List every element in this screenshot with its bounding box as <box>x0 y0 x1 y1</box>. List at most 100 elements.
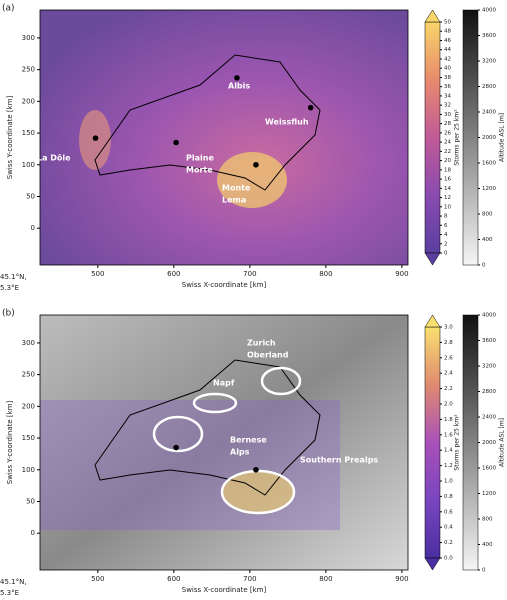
x-tick-label: 900 <box>395 575 408 583</box>
x-tick-label: 500 <box>91 270 104 278</box>
annotation: Southern Prealps <box>300 456 378 465</box>
colorbar-tick-label: 2.6 <box>444 355 453 361</box>
corner-label: 45.1°N, <box>0 578 27 586</box>
colorbar-tick-label: 0 <box>444 251 448 257</box>
altitude-tick-label: 0 <box>482 568 486 574</box>
altitude-tick-label: 1200 <box>482 491 496 497</box>
altitude-tick-label: 3200 <box>482 59 496 65</box>
colorbar-tick-label: 10 <box>444 204 451 210</box>
altitude-colorbar <box>462 9 479 266</box>
colorbar-tick-label: 2 <box>444 241 448 247</box>
y-axis-label: Swiss Y-coordinate [km] <box>6 95 14 179</box>
colorbar-tick-label: 20 <box>444 158 451 164</box>
colorbar-tick-label: 32 <box>444 103 451 109</box>
station-point <box>173 139 179 146</box>
annotation: Weissfluh <box>265 118 309 127</box>
annotation: Oberland <box>247 351 289 360</box>
y-tick-label: 250 <box>22 371 35 379</box>
colorbar-tick-label: 2.2 <box>444 386 453 392</box>
altitude-tick-label: 3600 <box>482 33 496 39</box>
plot-frame <box>39 9 409 266</box>
colorbar-extend <box>424 252 441 266</box>
panel-a-map <box>40 10 408 265</box>
colorbar-tick-label: 40 <box>444 66 451 72</box>
altitude-tick-label: 1600 <box>482 466 496 472</box>
colorbar-label: Storms per 25 km² <box>454 109 461 166</box>
annotation: Albis <box>228 82 250 91</box>
altitude-label: Altitude ASL [m] <box>499 418 506 467</box>
station-point <box>307 104 314 111</box>
y-tick-label: 50 <box>26 497 35 505</box>
y-tick-label: 200 <box>22 97 35 105</box>
altitude-tick-label: 1200 <box>482 186 496 192</box>
colorbar-tick-label: 46 <box>444 38 451 44</box>
altitude-tick-label: 4000 <box>482 8 496 14</box>
y-tick-label: 150 <box>22 434 35 442</box>
colorbar-tick-label: 22 <box>444 149 451 155</box>
annotation: Plaine <box>186 154 214 163</box>
colorbar-tick-label: 50 <box>444 20 451 26</box>
corner-label: 45.1°N, <box>0 273 27 281</box>
altitude-tick-label: 2400 <box>482 415 496 421</box>
x-tick-label: 700 <box>243 270 256 278</box>
colorbar-tick-label: 2.0 <box>444 402 453 408</box>
annotation: Alps <box>230 448 250 457</box>
station-point <box>253 466 259 473</box>
y-axis-label: Swiss Y-coordinate [km] <box>6 400 14 484</box>
annotation: Lema <box>222 196 246 205</box>
colorbar-tick-label: 0.6 <box>444 509 453 515</box>
colorbar <box>424 21 441 254</box>
altitude-tick-label: 0 <box>482 263 486 269</box>
colorbar-tick-label: 30 <box>444 112 451 118</box>
panel-b-map <box>40 315 408 570</box>
station-point <box>234 75 240 81</box>
station-point <box>92 135 99 141</box>
x-axis-label: Swiss X-coordinate [km] <box>182 281 267 289</box>
station-point <box>253 161 259 168</box>
altitude-tick-label: 800 <box>482 517 493 523</box>
colorbar-tick-label: 2.4 <box>444 371 453 377</box>
altitude-tick-label: 1600 <box>482 161 496 167</box>
panel-label: (a) <box>2 4 15 14</box>
colorbar-tick-label: 18 <box>444 167 451 173</box>
y-tick-label: 300 <box>22 34 35 42</box>
corner-label: 5.3°E <box>0 284 19 292</box>
colorbar-tick-label: 1.4 <box>444 448 453 454</box>
colorbar-tick-label: 42 <box>444 56 451 62</box>
colorbar-tick-label: 28 <box>444 121 451 127</box>
annotation: Zurich <box>247 339 276 348</box>
y-tick-label: 200 <box>22 402 35 410</box>
colorbar-tick-label: 0.2 <box>444 540 453 546</box>
altitude-tick-label: 3600 <box>482 338 496 344</box>
altitude-tick-label: 400 <box>482 237 493 243</box>
y-tick-label: 250 <box>22 66 35 74</box>
colorbar-tick-label: 8 <box>444 214 448 220</box>
altitude-tick-label: 400 <box>482 542 493 548</box>
colorbar-tick-label: 4 <box>444 232 448 238</box>
colorbar-tick-label: 12 <box>444 195 451 201</box>
colorbar-tick-label: 0.0 <box>444 556 453 562</box>
annotation: Morte <box>186 166 213 175</box>
x-tick-label: 800 <box>319 270 332 278</box>
altitude-tick-label: 3200 <box>482 364 496 370</box>
colorbar-tick-label: 48 <box>444 29 451 35</box>
x-axis-label: Swiss X-coordinate [km] <box>182 586 267 594</box>
colorbar-tick-label: 44 <box>444 47 451 53</box>
colorbar-tick-label: 14 <box>444 186 451 192</box>
y-tick-label: 100 <box>22 466 35 474</box>
y-tick-label: 0 <box>31 224 35 232</box>
colorbar-tick-label: 1.2 <box>444 463 453 469</box>
x-tick-label: 700 <box>243 575 256 583</box>
colorbar <box>424 326 441 559</box>
annotation: Monte <box>222 184 251 193</box>
altitude-tick-label: 4000 <box>482 313 496 319</box>
colorbar-tick-label: 0.4 <box>444 525 453 531</box>
altitude-tick-label: 2000 <box>482 440 496 446</box>
colorbar-tick-label: 26 <box>444 130 451 136</box>
y-tick-label: 50 <box>26 192 35 200</box>
annotation: Bernese <box>230 436 267 445</box>
x-tick-label: 600 <box>167 575 180 583</box>
colorbar-label: Storms per 25 km² <box>454 414 461 471</box>
altitude-label: Altitude ASL [m] <box>499 113 506 162</box>
